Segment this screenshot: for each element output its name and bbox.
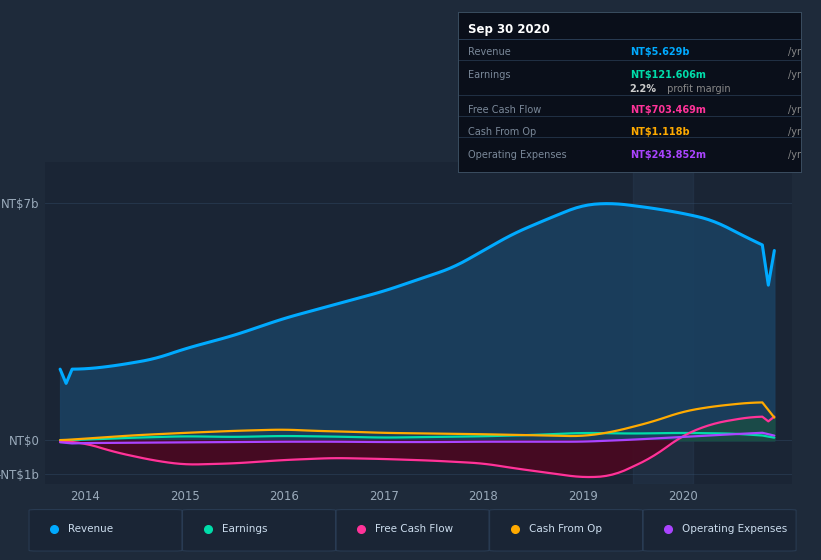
Text: Revenue: Revenue bbox=[469, 48, 511, 58]
Text: Revenue: Revenue bbox=[68, 524, 113, 534]
Text: Operating Expenses: Operating Expenses bbox=[469, 150, 567, 160]
Bar bbox=[633, 162, 693, 484]
FancyBboxPatch shape bbox=[29, 510, 182, 551]
Text: Free Cash Flow: Free Cash Flow bbox=[375, 524, 453, 534]
Text: Sep 30 2020: Sep 30 2020 bbox=[469, 24, 550, 36]
Text: Cash From Op: Cash From Op bbox=[529, 524, 602, 534]
FancyBboxPatch shape bbox=[489, 510, 643, 551]
Text: /yr: /yr bbox=[787, 127, 800, 137]
Text: Operating Expenses: Operating Expenses bbox=[682, 524, 787, 534]
Text: NT$703.469m: NT$703.469m bbox=[630, 105, 705, 115]
FancyBboxPatch shape bbox=[643, 510, 796, 551]
Text: NT$243.852m: NT$243.852m bbox=[630, 150, 706, 160]
Text: /yr: /yr bbox=[787, 70, 800, 80]
Text: /yr: /yr bbox=[787, 105, 800, 115]
FancyBboxPatch shape bbox=[336, 510, 489, 551]
Text: profit margin: profit margin bbox=[664, 84, 731, 94]
Text: /yr: /yr bbox=[787, 150, 800, 160]
Text: 2.2%: 2.2% bbox=[630, 84, 657, 94]
Text: Earnings: Earnings bbox=[469, 70, 511, 80]
Text: NT$121.606m: NT$121.606m bbox=[630, 70, 705, 80]
Text: NT$1.118b: NT$1.118b bbox=[630, 127, 690, 137]
Text: /yr: /yr bbox=[787, 48, 800, 58]
Text: Earnings: Earnings bbox=[222, 524, 268, 534]
Text: Cash From Op: Cash From Op bbox=[469, 127, 537, 137]
Text: Free Cash Flow: Free Cash Flow bbox=[469, 105, 542, 115]
Text: NT$5.629b: NT$5.629b bbox=[630, 48, 689, 58]
FancyBboxPatch shape bbox=[182, 510, 336, 551]
